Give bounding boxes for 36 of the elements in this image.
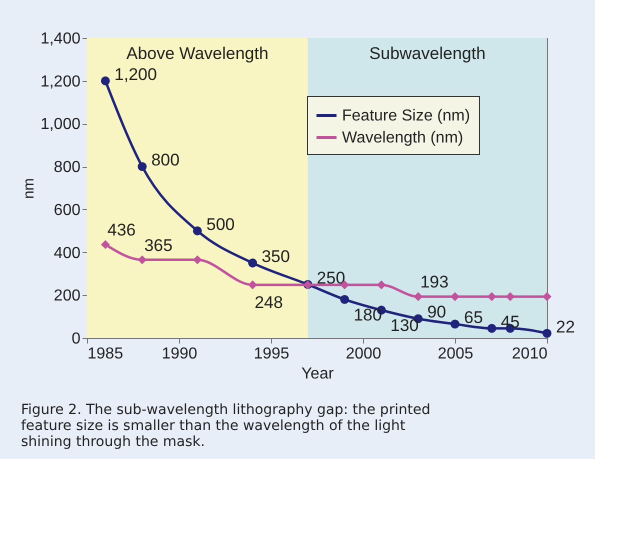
data-label: 365 [144, 236, 173, 255]
x-tick-label: 1985 [88, 346, 124, 362]
data-label: 22 [556, 317, 575, 336]
data-label: 130 [390, 316, 419, 336]
y-tick-label: 200 [54, 288, 81, 305]
x-tick-label: 2000 [346, 346, 382, 362]
data-label: 90 [427, 302, 446, 322]
data-label: 180 [354, 305, 382, 324]
band-label: Above Wavelength [126, 44, 268, 63]
legend-label: Feature Size (nm) [342, 108, 470, 124]
y-tick-label: 1,400 [40, 30, 81, 48]
x-axis-title: Year [301, 366, 334, 382]
y-tick-label: 1,200 [40, 73, 81, 90]
data-label: 65 [464, 308, 483, 328]
data-label: 436 [107, 220, 136, 240]
data-label: 800 [151, 150, 180, 170]
band-label: Subwavelength [369, 44, 486, 63]
data-label: 250 [316, 268, 346, 288]
y-tick-label: 1,000 [40, 116, 81, 134]
data-label: 193 [420, 272, 449, 292]
y-tick-label: 600 [54, 202, 81, 219]
data-label: 45 [500, 312, 520, 332]
data-label: 1,200 [114, 64, 157, 84]
y-tick-label: 400 [54, 244, 81, 262]
data-label: 248 [254, 292, 283, 312]
y-tick-label: 800 [54, 159, 81, 176]
x-tick-label: 2005 [438, 346, 474, 362]
caption: Figure 2. The sub-wavelength lithography gap: the printed feature size is smaller than the wavelength of the light shining through the mask. [20, 402, 430, 450]
x-tick-label: 1995 [254, 346, 290, 362]
data-label: 350 [262, 247, 290, 266]
x-tick-label: 1990 [162, 346, 198, 362]
y-tick-label: 0 [72, 330, 81, 348]
legend-label: Wavelength (nm) [342, 130, 464, 146]
data-label: 500 [206, 214, 235, 234]
x-tick-label: 2010 [512, 346, 548, 362]
y-axis-title: nm [20, 178, 38, 199]
